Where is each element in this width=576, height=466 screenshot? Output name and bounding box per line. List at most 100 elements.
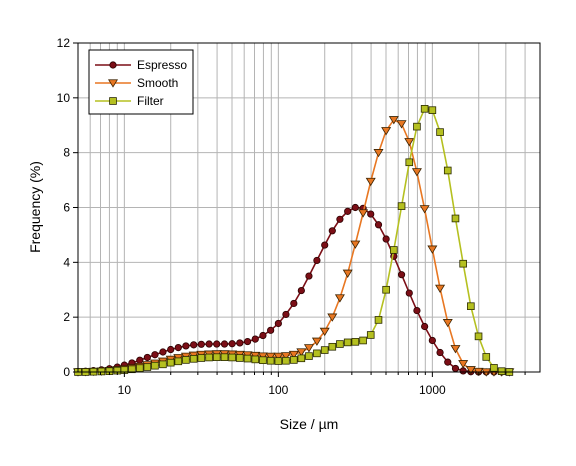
data-point bbox=[435, 284, 446, 294]
data-point bbox=[151, 351, 159, 359]
data-point bbox=[343, 338, 352, 347]
data-point bbox=[228, 340, 236, 348]
data-point bbox=[373, 149, 384, 158]
data-point bbox=[358, 209, 369, 218]
data-point bbox=[427, 245, 438, 254]
data-point bbox=[451, 364, 460, 373]
data-point bbox=[405, 158, 414, 167]
data-point bbox=[259, 356, 267, 365]
data-point bbox=[159, 348, 167, 356]
data-point bbox=[374, 316, 383, 324]
data-point bbox=[336, 340, 344, 348]
data-point bbox=[413, 306, 421, 315]
data-point bbox=[421, 322, 429, 331]
data-point bbox=[404, 138, 415, 147]
data-point bbox=[390, 246, 398, 254]
data-point bbox=[321, 241, 329, 249]
data-point bbox=[197, 354, 206, 362]
data-point bbox=[205, 353, 213, 362]
data-point bbox=[182, 356, 190, 364]
data-point bbox=[428, 336, 436, 345]
data-point bbox=[458, 360, 469, 369]
data-point bbox=[189, 355, 198, 363]
legend-box bbox=[88, 49, 194, 115]
data-point bbox=[397, 271, 406, 279]
data-point bbox=[213, 340, 221, 348]
data-point bbox=[243, 354, 252, 363]
data-point bbox=[290, 356, 298, 364]
data-point bbox=[465, 366, 476, 375]
data-point bbox=[328, 227, 336, 235]
data-point bbox=[474, 332, 483, 341]
data-point bbox=[190, 341, 198, 349]
data-point bbox=[451, 214, 460, 223]
ticks: 0 2 4 6 8 10 12 10 100 1000 bbox=[57, 36, 526, 397]
y-axis-label: Frequency (%) bbox=[27, 161, 43, 253]
data-point bbox=[159, 360, 167, 369]
data-point bbox=[367, 210, 375, 218]
data-point bbox=[274, 319, 282, 328]
data-point bbox=[143, 363, 152, 371]
data-point bbox=[274, 357, 283, 365]
x-tick-label: 10 bbox=[118, 383, 132, 397]
data-point bbox=[303, 344, 314, 353]
data-point bbox=[397, 202, 406, 210]
legend: Espresso Smooth Filter bbox=[88, 49, 194, 115]
data-point bbox=[267, 326, 275, 334]
data-point bbox=[251, 355, 260, 364]
data-point bbox=[444, 358, 452, 366]
data-point bbox=[327, 313, 338, 322]
y-tick-label: 12 bbox=[57, 36, 71, 50]
legend-item-smooth: Smooth bbox=[95, 76, 178, 90]
data-point bbox=[282, 356, 290, 365]
data-point bbox=[151, 361, 159, 370]
data-point bbox=[97, 367, 106, 376]
data-point bbox=[136, 364, 144, 372]
data-point bbox=[365, 177, 376, 187]
data-point bbox=[382, 235, 390, 243]
data-point bbox=[251, 335, 259, 343]
data-point bbox=[351, 338, 360, 346]
data-point bbox=[297, 286, 305, 295]
legend-label: Espresso bbox=[137, 58, 187, 72]
data-point bbox=[382, 285, 390, 294]
data-point bbox=[311, 337, 322, 346]
data-point bbox=[413, 122, 421, 131]
x-axis-label: Size / µm bbox=[280, 416, 339, 432]
data-point bbox=[174, 343, 182, 352]
data-point bbox=[212, 353, 221, 361]
legend-item-filter: Filter bbox=[95, 94, 164, 108]
legend-marker bbox=[109, 97, 117, 105]
data-point bbox=[419, 205, 430, 214]
data-point bbox=[459, 367, 467, 375]
data-point bbox=[305, 352, 313, 360]
data-point bbox=[305, 272, 313, 280]
data-point bbox=[259, 331, 267, 340]
data-point bbox=[280, 352, 291, 361]
data-point bbox=[450, 345, 461, 354]
legend-label: Filter bbox=[137, 94, 164, 108]
x-tick-label: 1000 bbox=[419, 383, 446, 397]
data-point bbox=[236, 354, 244, 362]
data-point bbox=[243, 337, 252, 346]
data-point bbox=[220, 353, 229, 361]
data-point bbox=[220, 340, 229, 348]
data-point bbox=[182, 342, 190, 350]
data-point bbox=[205, 340, 213, 348]
data-point bbox=[436, 128, 444, 136]
data-point bbox=[459, 259, 467, 268]
x-tick-label: 100 bbox=[268, 383, 288, 397]
y-tick-label: 10 bbox=[57, 91, 71, 105]
data-point bbox=[296, 348, 307, 357]
data-point bbox=[490, 364, 498, 372]
data-point bbox=[405, 289, 413, 297]
data-point bbox=[351, 203, 359, 212]
data-point bbox=[313, 256, 321, 265]
data-point bbox=[381, 127, 392, 136]
data-point bbox=[143, 353, 151, 362]
data-point bbox=[290, 299, 298, 308]
y-tick-label: 2 bbox=[63, 310, 70, 324]
data-point bbox=[442, 319, 453, 328]
data-point bbox=[366, 331, 375, 339]
